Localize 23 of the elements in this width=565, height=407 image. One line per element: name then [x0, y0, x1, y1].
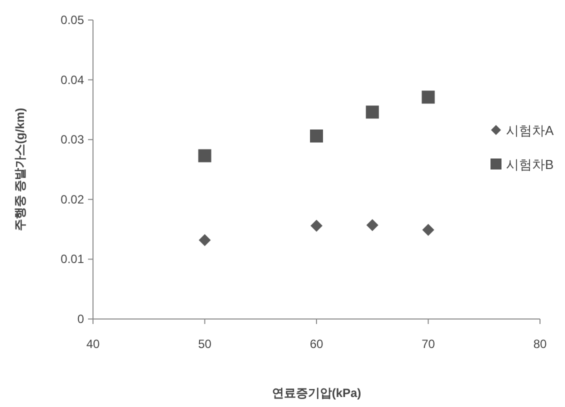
x-tick-label: 50 — [198, 337, 212, 351]
legend-label: 시험차B — [506, 157, 554, 172]
point — [422, 224, 434, 236]
point — [422, 90, 435, 104]
y-tick-label: 0.04 — [60, 72, 84, 87]
x-axis-title: 연료증기압(kPa) — [272, 386, 362, 400]
y-tick-label: 0.01 — [60, 252, 84, 266]
y-tick-label: 0.03 — [60, 132, 84, 147]
point — [198, 234, 211, 246]
y-tick-label: 0.05 — [60, 13, 84, 27]
y-tick-label: 0.02 — [60, 192, 84, 206]
point — [198, 149, 212, 162]
legend-label: 시험차A — [506, 123, 554, 138]
x-tick-label: 80 — [533, 337, 547, 351]
point — [310, 130, 323, 143]
point — [310, 220, 322, 232]
x-tick-label: 60 — [310, 337, 324, 351]
x-tick-label: 40 — [86, 337, 100, 351]
point — [366, 219, 378, 232]
point — [366, 106, 379, 119]
y-tick-label: 0 — [77, 312, 84, 326]
x-tick-label: 70 — [422, 337, 436, 351]
y-axis-title: 주행중 증발가스(g/km) — [13, 108, 27, 232]
